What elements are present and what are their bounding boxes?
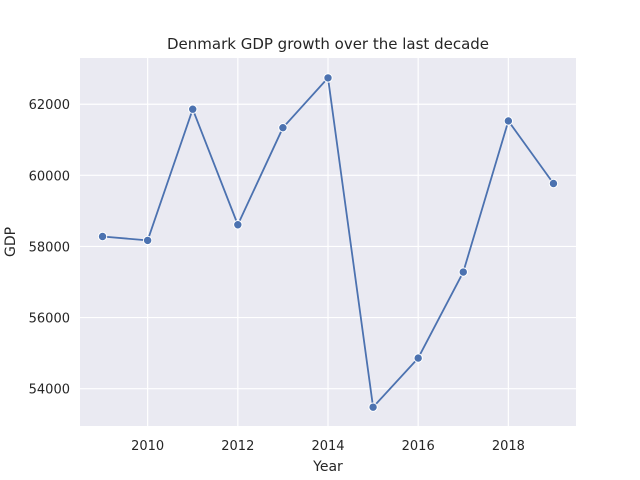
data-point-2018 xyxy=(503,116,514,126)
data-point-2017 xyxy=(458,267,468,277)
y-tick-label: 60000 xyxy=(29,169,70,184)
x-tick-label: 2014 xyxy=(311,439,344,454)
data-point-2015 xyxy=(368,402,378,412)
y-tick-label: 54000 xyxy=(29,383,70,398)
y-axis-label: GDP xyxy=(3,227,19,257)
y-tick-label: 58000 xyxy=(29,240,70,255)
y-tick-label: 56000 xyxy=(29,312,70,327)
data-point-2019 xyxy=(548,178,559,189)
data-point-2014 xyxy=(323,73,333,83)
y-tick-labels: 54000 56000 58000 60000 62000 xyxy=(29,98,70,397)
x-tick-label: 2018 xyxy=(492,439,525,454)
y-tick-label: 62000 xyxy=(29,98,70,113)
x-tick-label: 2010 xyxy=(131,439,164,454)
data-point-2012 xyxy=(233,220,243,230)
x-tick-label: 2016 xyxy=(402,439,435,454)
x-tick-label: 2012 xyxy=(221,439,254,454)
x-axis-label: Year xyxy=(312,459,343,475)
data-series xyxy=(97,73,559,412)
chart-title: Denmark GDP growth over the last decade xyxy=(167,35,489,53)
gridlines xyxy=(80,58,576,426)
data-point-2013 xyxy=(278,122,288,133)
data-point-2011 xyxy=(188,104,198,114)
x-tick-labels: 2010 2012 2014 2016 2018 xyxy=(131,439,525,454)
data-point-2009 xyxy=(97,231,108,242)
data-point-2016 xyxy=(413,353,423,363)
data-point-2010 xyxy=(142,235,153,246)
